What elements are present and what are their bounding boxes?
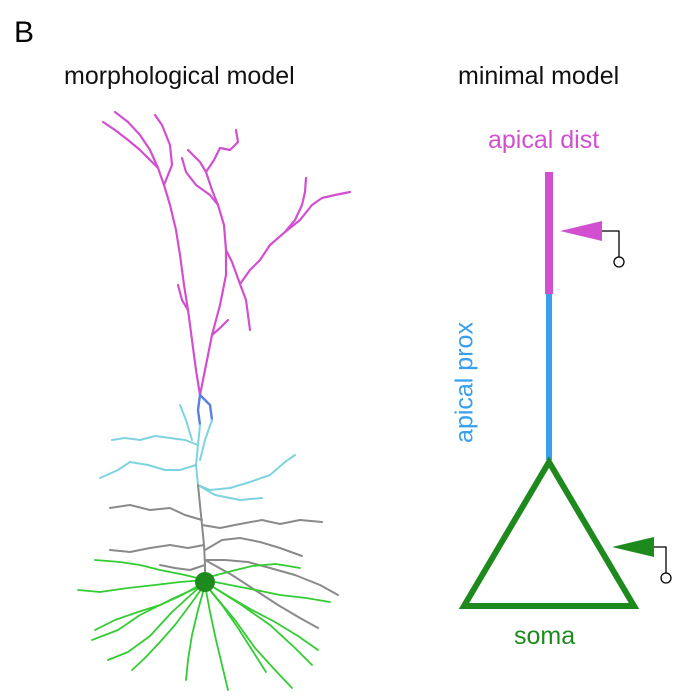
apical-dist-label: apical dist bbox=[488, 126, 600, 154]
synapse-input-arrow-soma bbox=[612, 537, 672, 584]
panel-letter: B bbox=[14, 16, 35, 49]
morphological-model-heading: morphological model bbox=[64, 62, 295, 90]
minimal-model bbox=[458, 172, 672, 609]
apical-proximal-trunk bbox=[196, 393, 214, 427]
electrode-probe-icon bbox=[613, 256, 625, 268]
minimal-model-heading: minimal model bbox=[458, 62, 620, 90]
neuron-soma-body bbox=[195, 572, 215, 592]
apical-prox-label: apical prox bbox=[450, 322, 479, 443]
neuron-morphology bbox=[77, 110, 352, 691]
soma-label: soma bbox=[514, 622, 576, 650]
electrode-probe-icon bbox=[660, 572, 672, 584]
soma-compartment-triangle bbox=[458, 456, 640, 609]
basal-green-dendrites bbox=[77, 559, 331, 691]
synapse-input-arrow-dist bbox=[560, 221, 625, 268]
apical-obliques bbox=[99, 404, 296, 501]
apical-distal-tuft bbox=[101, 110, 352, 397]
